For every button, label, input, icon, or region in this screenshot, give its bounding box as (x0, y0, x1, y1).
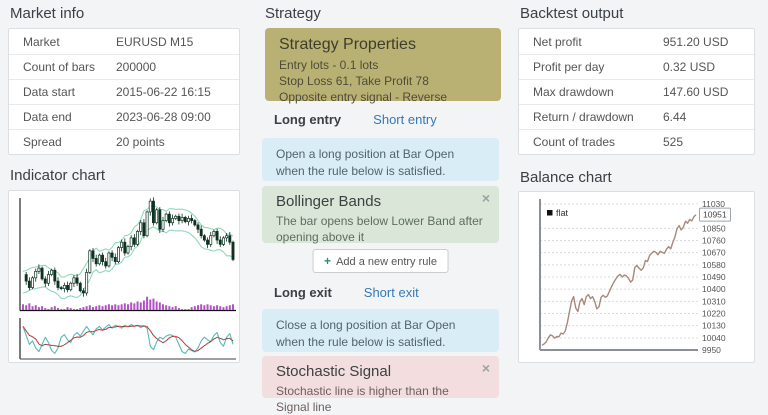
table-row: Count of bars 200000 (9, 54, 239, 79)
row-label: Spread (23, 135, 62, 149)
exit-tabs: Long exit Short exit (274, 285, 419, 300)
row-value: 2023-06-28 09:00 (116, 110, 211, 124)
balance-chart-canvas: 9950 10040 10130 10220 10310 10400 10490 10580 1… (539, 199, 731, 355)
row-value: 525 (663, 135, 684, 149)
balance-chart-title: Balance chart (520, 169, 612, 186)
tab-long-entry[interactable]: Long entry (274, 112, 342, 127)
row-value: 2015-06-22 16:15 (116, 85, 211, 99)
row-value: 20 points (116, 135, 165, 149)
svg-text:10580: 10580 (702, 260, 726, 270)
row-label: Data start (23, 85, 76, 99)
row-label: Return / drawdown (533, 110, 634, 124)
table-row: Net profit 951.20 USD (519, 29, 754, 54)
svg-text:10850: 10850 (702, 223, 726, 233)
svg-text:11030: 11030 (702, 199, 725, 209)
indicator-chart-canvas (19, 197, 236, 360)
row-value: 200000 (116, 60, 157, 74)
svg-text:10490: 10490 (702, 272, 726, 282)
close-icon[interactable]: × (481, 360, 490, 376)
row-label: Profit per day (533, 60, 605, 74)
svg-text:9950: 9950 (702, 345, 721, 355)
market-info-table: Market EURUSD M15 Count of bars 200000 Dat… (8, 28, 240, 155)
svg-text:10670: 10670 (702, 248, 726, 258)
svg-text:10760: 10760 (702, 236, 726, 246)
add-entry-rule-button[interactable]: + Add a new entry rule (312, 249, 449, 273)
exit-rule-title: Stochastic Signal (276, 363, 392, 380)
table-row: Data end 2023-06-28 09:00 (9, 104, 239, 129)
svg-text:flat: flat (556, 208, 569, 218)
add-entry-rule-label: Add a new entry rule (336, 256, 437, 268)
table-row: Spread 20 points (9, 129, 239, 154)
table-row: Profit per day 0.32 USD (519, 54, 754, 79)
row-label: Market (23, 34, 60, 49)
market-info-title: Market info (10, 5, 85, 22)
row-value: 951.20 USD (663, 34, 729, 49)
svg-text:10040: 10040 (702, 333, 726, 343)
strategy-title: Strategy (265, 5, 321, 22)
backtest-output-table: Net profit 951.20 USD Profit per day 0.32 … (518, 28, 755, 155)
tab-long-exit[interactable]: Long exit (274, 285, 332, 300)
table-row: Return / drawdown 6.44 (519, 104, 754, 129)
balance-chart-panel: 9950 10040 10130 10220 10310 10400 10490 10580 1… (518, 191, 755, 363)
backtest-output-title: Backtest output (520, 5, 624, 22)
row-label: Count of trades (533, 135, 616, 149)
strategy-property-line: Stop Loss 61, Take Profit 78 (279, 74, 429, 88)
table-row: Count of trades 525 (519, 129, 754, 154)
row-value: 0.32 USD (663, 60, 716, 74)
table-row: Max drawdown 147.60 USD (519, 79, 754, 104)
strategy-properties-card[interactable]: Strategy Properties Entry lots - 0.1 lot… (265, 28, 501, 104)
row-value: EURUSD M15 (116, 34, 194, 49)
svg-text:10310: 10310 (702, 296, 726, 306)
long-exit-info-box: Close a long position at Bar Open when t… (262, 309, 499, 352)
entry-tabs: Long entry Short entry (274, 112, 437, 127)
row-label: Max drawdown (533, 85, 614, 99)
row-value: 147.60 USD (663, 85, 729, 99)
strategy-property-line: Opposite entry signal - Reverse (279, 90, 448, 104)
close-icon[interactable]: × (481, 190, 490, 206)
strategy-property-line: Entry lots - 0.1 lots (279, 58, 379, 72)
svg-text:10400: 10400 (702, 284, 726, 294)
table-row: Market EURUSD M15 (9, 29, 239, 54)
plus-icon: + (324, 254, 332, 268)
svg-text:10220: 10220 (702, 309, 726, 319)
tab-short-exit[interactable]: Short exit (363, 285, 419, 300)
exit-rule-card-stochastic-signal[interactable]: Stochastic Signal Stochastic line is hig… (262, 356, 499, 414)
strategy-properties-title: Strategy Properties (279, 36, 416, 53)
row-value: 6.44 (663, 110, 687, 124)
indicator-chart-panel (8, 190, 240, 363)
exit-rule-description: Stochastic line is higher than the Signa… (276, 384, 449, 414)
entry-rule-description: The bar opens below Lower Band after ope… (276, 214, 483, 244)
tab-short-entry[interactable]: Short entry (373, 112, 437, 127)
entry-rule-title: Bollinger Bands (276, 193, 382, 210)
indicator-chart-title: Indicator chart (10, 167, 106, 184)
row-label: Net profit (533, 34, 582, 49)
svg-text:10130: 10130 (702, 321, 726, 331)
row-label: Count of bars (23, 60, 96, 74)
row-label: Data end (23, 110, 72, 124)
table-row: Data start 2015-06-22 16:15 (9, 79, 239, 104)
long-entry-info-box: Open a long position at Bar Open when th… (262, 138, 499, 181)
entry-rule-card-bollinger-bands[interactable]: Bollinger Bands The bar opens below Lowe… (262, 186, 499, 244)
svg-text:10951: 10951 (703, 210, 727, 220)
